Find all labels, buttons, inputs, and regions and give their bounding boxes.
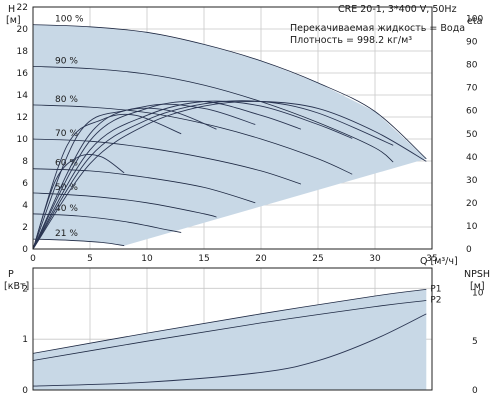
top-y-right-tick: 10	[466, 222, 478, 232]
speed-curve-6	[32, 213, 182, 233]
power-curve-P2	[32, 300, 427, 361]
bottom-y-right-tick: 10	[472, 288, 484, 298]
top-y-left-tick: 2	[22, 223, 28, 233]
info-line-liquid: Перекачиваемая жидкость = Вода	[290, 23, 465, 34]
efficiency-curve-3	[32, 100, 302, 250]
efficiency-curve-4	[32, 103, 256, 250]
top-y-left-tick: 8	[22, 157, 28, 167]
efficiency-curve-6	[32, 113, 182, 250]
head-efficiency-panel: 100 % 90 % 80 % 70 % 60 % 50 % 40 % 21 % 0 5 10 15 2…	[17, 3, 484, 264]
operating-region	[33, 24, 427, 246]
power-region	[33, 289, 427, 390]
efficiency-curve-2	[32, 100, 353, 250]
top-x-tick: 30	[369, 254, 381, 264]
top-y-left-tick: 0	[22, 245, 28, 255]
info-line-density: Плотность = 998.2 кг/м³	[290, 35, 412, 46]
top-y-right-tick: 60	[466, 107, 478, 117]
top-y-right-tick: 50	[466, 130, 478, 140]
bottom-y-left-label-line2: [кВт]	[4, 281, 29, 292]
bottom-y-right-tick: 0	[472, 386, 478, 396]
speed-label-7: 21 %	[55, 229, 78, 239]
top-y-right-tick: 40	[466, 153, 478, 163]
bottom-y-right-tick: 5	[472, 337, 478, 347]
power-label-P1: P1	[430, 284, 441, 294]
top-x-tick: 0	[30, 254, 36, 264]
power-label-P2: P2	[430, 296, 441, 306]
top-y-left-tick: 4	[22, 201, 28, 211]
bottom-y-left-tick: 1	[22, 335, 28, 345]
speed-curve-5	[32, 192, 217, 218]
speed-label-4: 60 %	[55, 159, 78, 169]
top-x-tick: 35	[426, 254, 437, 264]
speed-label-1: 90 %	[55, 56, 78, 66]
top-y-left-tick: 14	[17, 91, 29, 101]
bottom-y-right-label-line1: NPSH	[464, 269, 490, 280]
top-x-tick: 20	[255, 254, 267, 264]
speed-label-2: 80 %	[55, 95, 78, 105]
top-y-right-label: eta	[467, 16, 482, 27]
speed-label-0: 100 %	[55, 15, 84, 25]
efficiency-curve-7	[32, 153, 125, 250]
speed-label-5: 50 %	[55, 183, 78, 193]
top-y-left-tick: 18	[17, 47, 29, 57]
top-y-left-tick: 16	[17, 69, 29, 79]
chart-labels: H [м] eta Q [м³/ч] P [кВт] NPSH [м] CRE …	[4, 4, 490, 292]
top-y-left-tick: 22	[17, 3, 28, 13]
top-y-right-tick: 80	[466, 61, 478, 71]
top-y-right-tick: 30	[466, 176, 478, 186]
bottom-y-right-label-line2: [м]	[470, 281, 485, 292]
speed-curve-7	[32, 238, 125, 247]
speed-label-3: 70 %	[55, 129, 78, 139]
top-y-left-label-line1: H	[8, 4, 15, 15]
npsh-curve	[32, 313, 427, 387]
top-y-left-label-line2: [м]	[6, 15, 21, 26]
top-y-left-tick: 6	[22, 179, 28, 189]
bottom-y-left-tick: 2	[22, 284, 28, 294]
top-y-right-tick: 100	[466, 15, 483, 25]
bottom-plot-frame	[32, 267, 433, 391]
top-x-tick: 10	[141, 254, 153, 264]
top-x-tick: 25	[312, 254, 323, 264]
speed-curve-0	[32, 24, 427, 160]
top-x-tick: 5	[87, 254, 93, 264]
top-x-label: Q [м³/ч]	[420, 256, 458, 267]
power-curve-P1	[32, 289, 427, 354]
speed-curve-1	[32, 66, 394, 163]
efficiency-curve-1	[32, 100, 394, 250]
bottom-y-left-tick: 0	[22, 386, 28, 396]
top-y-right-tick: 70	[466, 84, 478, 94]
top-y-left-tick: 10	[17, 135, 29, 145]
top-plot-frame	[32, 6, 433, 250]
top-y-right-tick: 90	[466, 38, 478, 48]
power-npsh-panel: P1 P2 0 1 2 0 5 10	[22, 267, 484, 396]
top-x-tick: 15	[198, 254, 209, 264]
efficiency-curve-5	[32, 107, 217, 250]
top-y-left-tick: 12	[17, 113, 28, 123]
bottom-y-left-label-line1: P	[8, 269, 14, 280]
speed-label-6: 40 %	[55, 204, 78, 214]
top-y-right-tick: 20	[466, 199, 478, 209]
top-y-left-tick: 20	[17, 25, 29, 35]
product-title: CRE 20-1, 3*400 V, 50Hz	[338, 4, 457, 15]
top-y-right-tick: 0	[466, 245, 472, 255]
